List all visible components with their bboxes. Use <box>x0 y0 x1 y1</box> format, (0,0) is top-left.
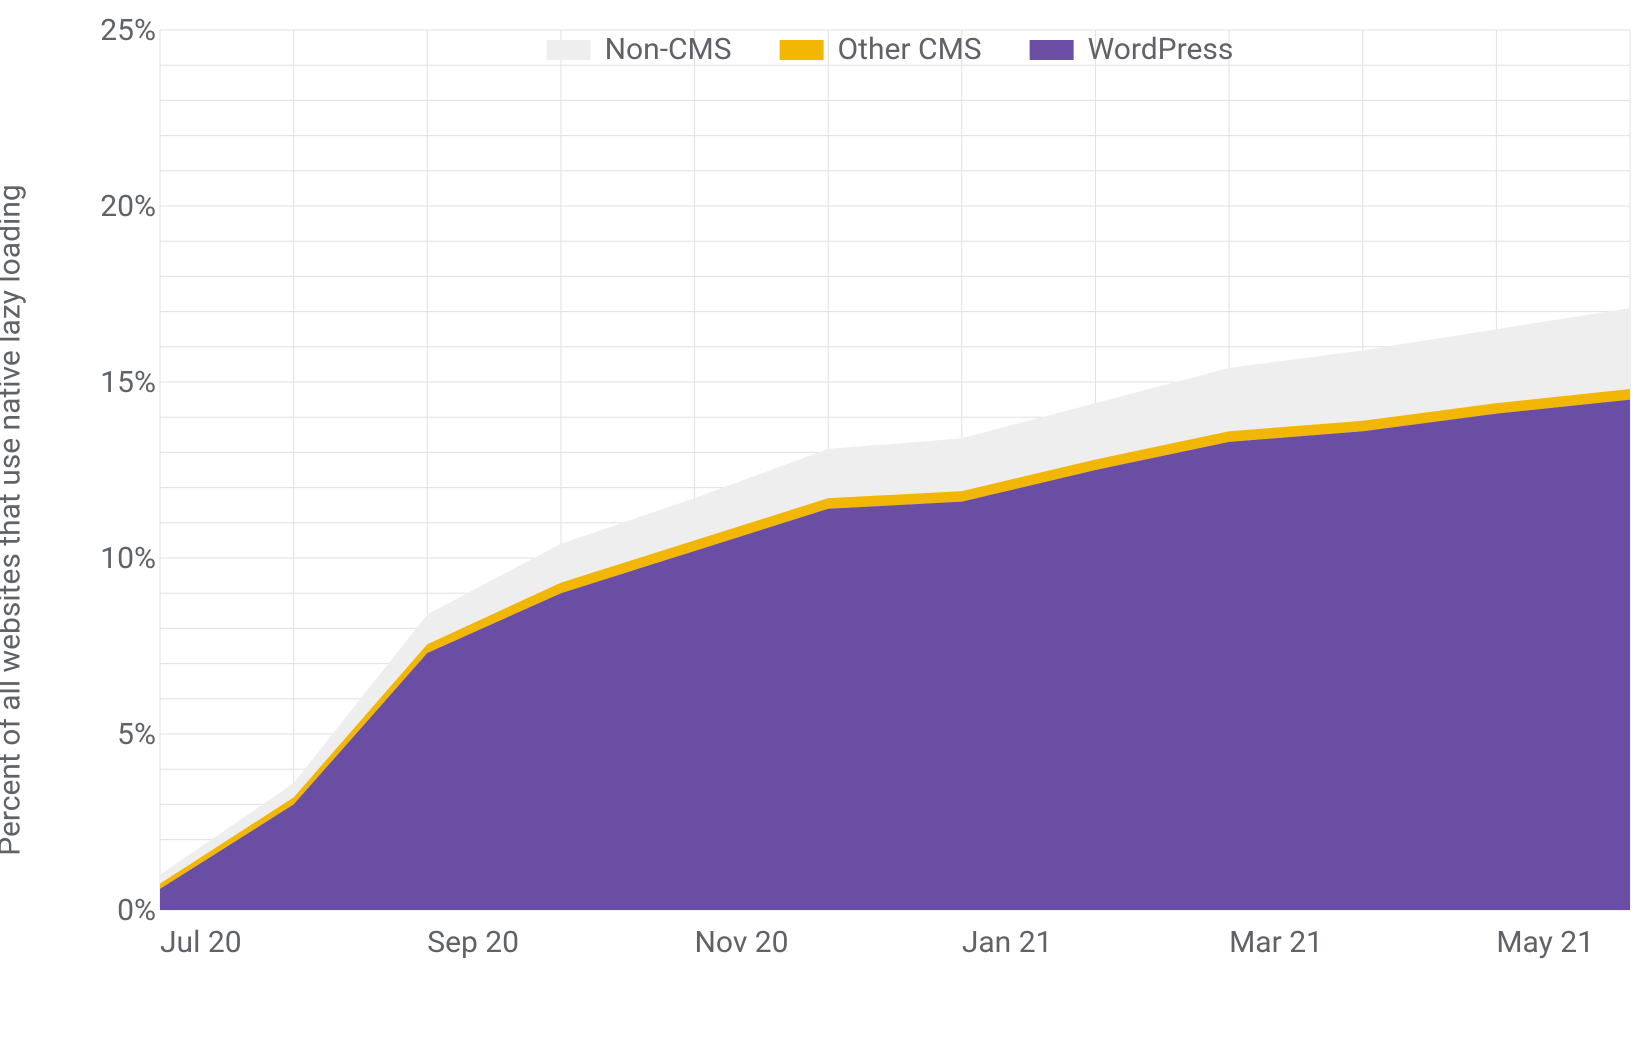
svg-text:0%: 0% <box>117 893 156 928</box>
svg-text:Mar 21: Mar 21 <box>1229 925 1323 960</box>
legend-label-wordpress: WordPress <box>1088 32 1234 67</box>
legend-label-non-cms: Non-CMS <box>605 32 732 67</box>
svg-text:15%: 15% <box>100 365 156 400</box>
svg-text:Jul 20: Jul 20 <box>160 925 242 960</box>
svg-text:10%: 10% <box>100 541 156 576</box>
legend: Non-CMS Other CMS WordPress <box>547 32 1234 67</box>
legend-label-other-cms: Other CMS <box>838 32 982 67</box>
svg-text:25%: 25% <box>100 13 156 48</box>
svg-text:5%: 5% <box>117 717 156 752</box>
y-axis-title: Percent of all websites that use native … <box>0 184 28 855</box>
svg-text:20%: 20% <box>100 189 156 224</box>
svg-text:Sep 20: Sep 20 <box>427 925 519 960</box>
legend-item-wordpress: WordPress <box>1030 32 1234 67</box>
legend-item-other-cms: Other CMS <box>780 32 982 67</box>
svg-text:Nov 20: Nov 20 <box>695 925 789 960</box>
legend-item-non-cms: Non-CMS <box>547 32 732 67</box>
legend-swatch-wordpress <box>1030 40 1074 60</box>
plot-area: 0%5%10%15%20%25%Jul 20Sep 20Nov 20Jan 21… <box>150 10 1630 970</box>
area-chart-svg: 0%5%10%15%20%25%Jul 20Sep 20Nov 20Jan 21… <box>150 10 1630 970</box>
legend-swatch-non-cms <box>547 40 591 60</box>
svg-text:May 21: May 21 <box>1496 925 1594 960</box>
legend-swatch-other-cms <box>780 40 824 60</box>
chart-container: Percent of all websites that use native … <box>0 0 1640 1040</box>
svg-text:Jan 21: Jan 21 <box>962 925 1053 960</box>
